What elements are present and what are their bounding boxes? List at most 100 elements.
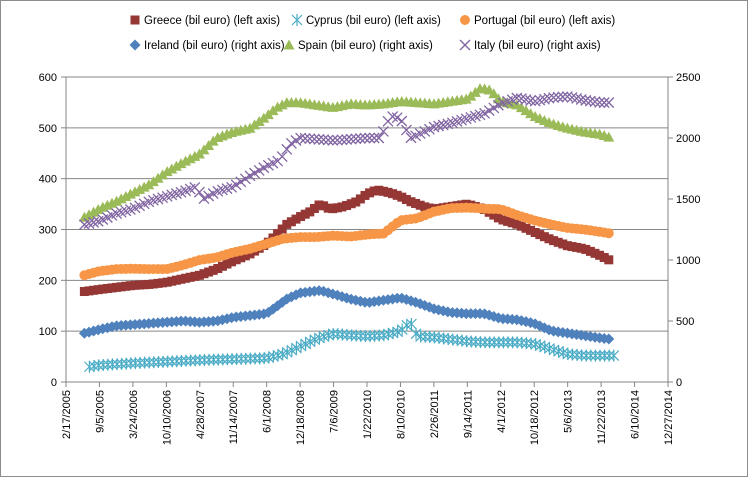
data-point bbox=[84, 286, 94, 296]
data-point bbox=[304, 133, 316, 145]
legend-marker bbox=[459, 39, 471, 51]
data-point bbox=[143, 179, 155, 190]
data-point bbox=[276, 151, 288, 163]
data-point bbox=[332, 203, 342, 213]
x-tick-label: 1/22/2010 bbox=[362, 390, 374, 439]
data-point bbox=[530, 227, 540, 237]
data-point bbox=[511, 92, 523, 104]
data-point bbox=[253, 115, 265, 126]
data-point bbox=[350, 133, 362, 145]
data-point bbox=[558, 239, 568, 249]
data-point bbox=[424, 203, 434, 213]
data-point bbox=[217, 261, 227, 271]
data-point bbox=[561, 91, 573, 102]
data-point bbox=[199, 269, 209, 279]
data-point bbox=[239, 173, 251, 185]
data-point bbox=[345, 133, 357, 145]
data-point bbox=[314, 200, 324, 210]
data-point bbox=[83, 209, 95, 220]
data-point bbox=[608, 349, 620, 362]
y-right-tick-label: 2000 bbox=[676, 133, 700, 145]
data-point bbox=[378, 186, 388, 196]
data-point bbox=[581, 244, 591, 254]
data-point bbox=[230, 179, 242, 191]
x-tick-label: 11/22/2013 bbox=[596, 390, 608, 444]
data-point bbox=[227, 257, 237, 267]
data-point bbox=[299, 132, 311, 144]
data-point bbox=[598, 97, 610, 109]
data-point bbox=[493, 213, 503, 223]
x-tick-label: 9/5/2005 bbox=[94, 390, 106, 433]
data-point bbox=[488, 88, 500, 99]
data-point bbox=[204, 267, 214, 277]
data-point bbox=[535, 230, 545, 240]
data-point bbox=[300, 337, 312, 350]
data-point bbox=[552, 91, 564, 103]
data-point bbox=[400, 124, 412, 136]
data-point bbox=[144, 279, 154, 289]
data-point bbox=[170, 160, 182, 171]
data-point bbox=[318, 134, 330, 146]
data-point bbox=[323, 203, 333, 213]
data-point bbox=[351, 197, 361, 207]
data-point bbox=[304, 335, 316, 348]
data-point bbox=[562, 241, 572, 251]
data-point bbox=[388, 189, 398, 199]
data-point bbox=[507, 218, 517, 228]
legend-label: Greece (bil euro) (left axis) bbox=[144, 15, 280, 27]
data-point bbox=[405, 318, 417, 331]
data-point bbox=[305, 207, 315, 217]
data-point bbox=[235, 176, 247, 188]
data-point bbox=[548, 92, 560, 104]
data-point bbox=[360, 190, 370, 200]
data-point bbox=[359, 132, 371, 144]
data-point bbox=[603, 131, 615, 142]
data-point bbox=[295, 132, 307, 144]
data-point bbox=[529, 95, 541, 107]
y-left-tick-label: 0 bbox=[51, 377, 57, 389]
data-point bbox=[194, 270, 204, 280]
legend-entry: Cyprus (bil euro) (left axis) bbox=[291, 14, 441, 27]
data-point bbox=[603, 97, 615, 109]
data-point bbox=[319, 201, 329, 211]
data-point bbox=[147, 176, 159, 187]
data-point bbox=[521, 223, 531, 233]
series-2 bbox=[79, 202, 614, 281]
data-point bbox=[286, 217, 296, 227]
data-point bbox=[300, 209, 310, 219]
data-point bbox=[603, 228, 614, 239]
data-point bbox=[576, 243, 586, 253]
data-point bbox=[595, 250, 605, 260]
series-3 bbox=[78, 285, 615, 345]
data-point bbox=[296, 212, 306, 222]
data-point bbox=[572, 242, 582, 252]
y-left-tick-label: 600 bbox=[39, 72, 57, 84]
x-tick-label: 3/24/2006 bbox=[128, 390, 140, 439]
data-point bbox=[107, 283, 117, 293]
data-point bbox=[157, 169, 169, 180]
series-1 bbox=[83, 318, 620, 373]
data-point bbox=[102, 284, 112, 294]
data-point bbox=[355, 194, 365, 204]
data-point bbox=[369, 186, 379, 196]
data-point bbox=[286, 344, 298, 357]
legend-label: Ireland (bil euro) (right axis) bbox=[144, 40, 285, 52]
data-point bbox=[442, 118, 454, 130]
data-point bbox=[460, 93, 472, 104]
data-point bbox=[604, 255, 614, 265]
data-point bbox=[125, 281, 135, 291]
x-tick-label: 6/1/2008 bbox=[262, 390, 274, 433]
data-point bbox=[290, 342, 302, 355]
data-point bbox=[89, 285, 99, 295]
data-point bbox=[383, 187, 393, 197]
legend-marker bbox=[283, 39, 295, 50]
data-point bbox=[498, 215, 508, 225]
data-point bbox=[354, 133, 366, 144]
data-point bbox=[322, 134, 334, 146]
data-point bbox=[392, 190, 402, 200]
legend-entry: Greece (bil euro) (left axis) bbox=[130, 15, 280, 27]
data-point bbox=[83, 218, 95, 229]
data-point bbox=[585, 246, 595, 256]
